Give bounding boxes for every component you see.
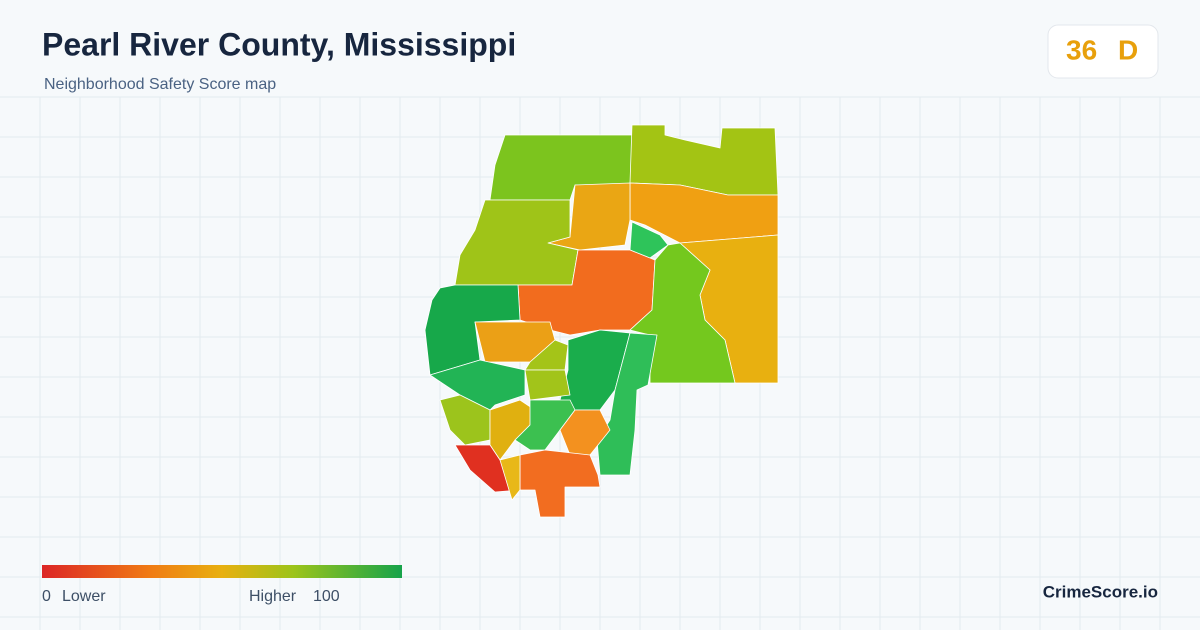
legend-max: 100	[313, 588, 340, 605]
score-box	[1047, 24, 1159, 79]
subtitle: Neighborhood Safety Score map	[44, 76, 276, 93]
brand: CrimeScore.io	[1043, 582, 1158, 601]
score-grade: D	[1118, 34, 1138, 65]
legend-max-label: Higher	[249, 588, 297, 605]
region	[517, 249, 656, 336]
county-map	[424, 124, 779, 518]
legend-min: 0	[42, 588, 51, 605]
region	[499, 454, 521, 501]
region	[596, 332, 658, 476]
region	[424, 284, 521, 376]
background-grid	[0, 96, 1200, 630]
title: Pearl River County, Mississippi	[42, 26, 516, 62]
region	[524, 369, 571, 401]
legend-gradient	[42, 565, 402, 578]
region	[629, 242, 736, 384]
region	[524, 339, 569, 371]
score-value: 36	[1066, 34, 1097, 65]
legend-min-label: Lower	[62, 588, 106, 605]
region	[519, 449, 601, 518]
region	[629, 221, 669, 259]
